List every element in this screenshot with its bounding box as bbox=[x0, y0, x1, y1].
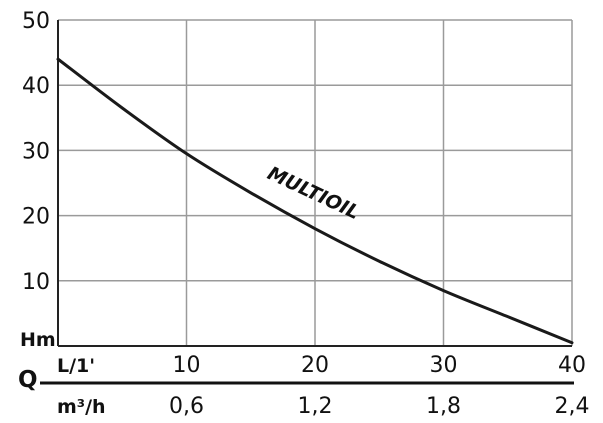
grid-lines bbox=[58, 19, 573, 346]
x-primary-tick-label: 20 bbox=[301, 353, 329, 378]
x-primary-tick-label: 40 bbox=[558, 353, 586, 378]
axes bbox=[40, 20, 574, 385]
axis-labels: Hm Q L/1' m³/h bbox=[18, 329, 106, 418]
x-secondary-tick-label: 1,8 bbox=[426, 394, 461, 419]
tick-labels: 10 20 30 40 50 10 20 30 40 0,6 1,2 1,8 2,4 bbox=[22, 9, 590, 419]
y-axis-label: Hm bbox=[20, 329, 56, 351]
y-tick-label: 20 bbox=[22, 205, 50, 230]
x-secondary-tick-label: 0,6 bbox=[169, 394, 204, 419]
x-axis-label: Q bbox=[18, 367, 38, 393]
y-tick-label: 10 bbox=[22, 270, 50, 295]
y-tick-label: 50 bbox=[22, 9, 50, 34]
x-primary-tick-label: 10 bbox=[173, 353, 201, 378]
series-curves bbox=[56, 57, 574, 345]
x-secondary-tick-label: 2,4 bbox=[555, 394, 590, 419]
x-primary-tick-label: 30 bbox=[430, 353, 458, 378]
x-primary-unit-label: L/1' bbox=[57, 355, 95, 377]
series-label-multioil: MULTIOIL bbox=[264, 162, 363, 224]
y-tick-label: 30 bbox=[22, 139, 50, 164]
x-secondary-tick-label: 1,2 bbox=[298, 394, 333, 419]
y-tick-label: 40 bbox=[22, 74, 50, 99]
x-secondary-unit-label: m³/h bbox=[57, 396, 106, 418]
